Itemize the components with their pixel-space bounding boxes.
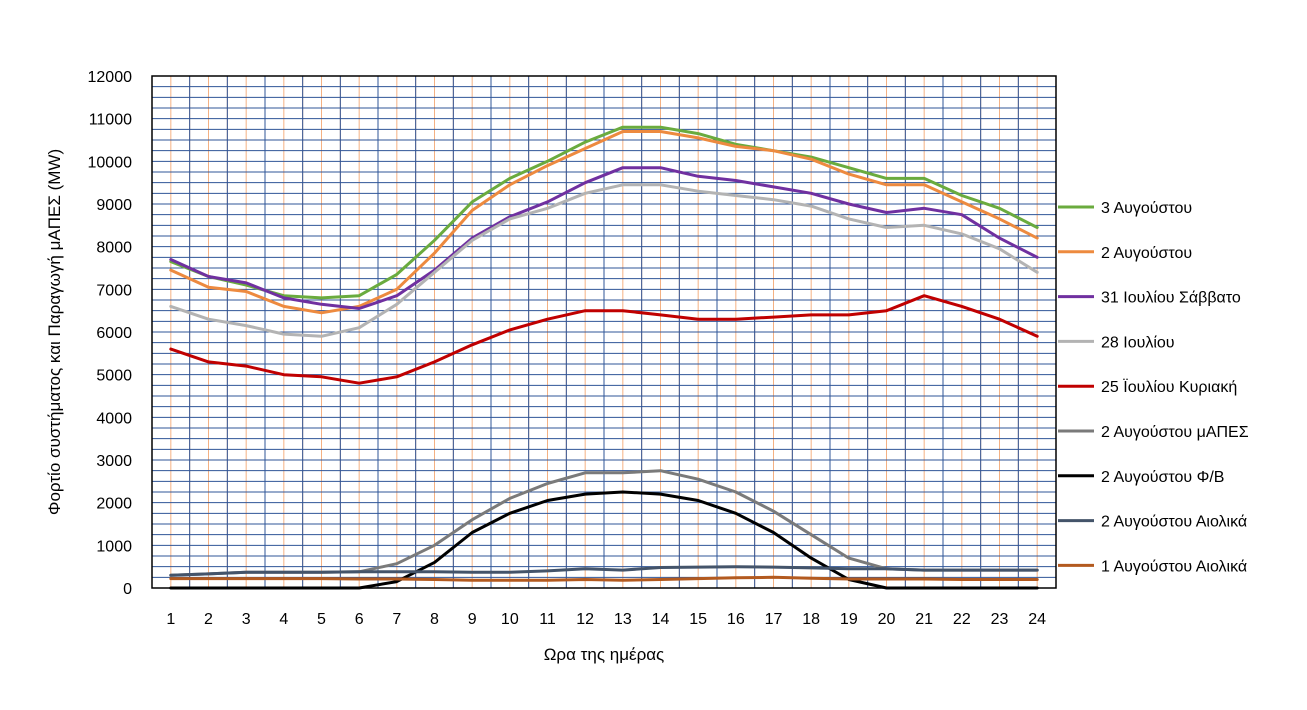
x-tick-label: 10 (501, 611, 519, 628)
plot-border (151, 75, 1057, 589)
y-axis-title: Φορτίο συστήματος και Παραγωγή μΑΠΕΣ (MW… (45, 149, 64, 515)
x-tick-label: 23 (991, 611, 1009, 628)
legend-item: 2 Αυγούστου (1058, 245, 1192, 262)
series-line-3 (169, 166, 1039, 310)
legend-label: 31 Ιουλίου Σάββατο (1101, 290, 1241, 307)
x-tick-label: 19 (840, 611, 858, 628)
grid (152, 76, 1056, 588)
y-tick-label: 3000 (96, 453, 132, 470)
legend-item: 3 Αυγούστου (1058, 200, 1192, 217)
legend-item: 1 Αυγούστου Αιολικά (1058, 558, 1247, 575)
x-tick-label: 8 (430, 611, 439, 628)
legend-label: 1 Αυγούστου Αιολικά (1101, 558, 1247, 575)
x-tick-label: 22 (953, 611, 971, 628)
x-tick-label: 9 (468, 611, 477, 628)
legend-label: 2 Αυγούστου μΑΠΕΣ (1101, 424, 1249, 441)
x-tick-label: 24 (1028, 611, 1046, 628)
x-axis-title: Ωρα της ημέρας (544, 645, 665, 664)
x-tick-label: 18 (802, 611, 820, 628)
x-tick-label: 2 (204, 611, 213, 628)
x-tick-label: 13 (614, 611, 632, 628)
y-tick-label: 7000 (96, 282, 132, 299)
y-tick-label: 0 (123, 581, 132, 598)
legend-item: 28 Ιουλίου (1058, 334, 1175, 351)
y-tick-label: 6000 (96, 325, 132, 342)
series-line-5 (169, 294, 1039, 385)
x-tick-label: 15 (689, 611, 707, 628)
y-tick-label: 12000 (88, 69, 133, 86)
x-tick-label: 14 (652, 611, 670, 628)
legend-label: 2 Αυγούστου (1101, 245, 1192, 262)
legend-label: 28 Ιουλίου (1101, 334, 1175, 351)
x-tick-label: 21 (915, 611, 933, 628)
series-lines (169, 125, 1039, 590)
y-tick-label: 1000 (96, 538, 132, 555)
series-line-2 (169, 130, 1039, 315)
legend-item: 31 Ιουλίου Σάββατο (1058, 290, 1241, 307)
legend: 3 Αυγούστου 2 Αυγούστου 31 Ιουλίου Σάββατο… (1058, 200, 1249, 575)
series-line-4 (169, 183, 1039, 338)
x-tick-label: 3 (242, 611, 251, 628)
x-tick-label: 11 (539, 611, 556, 628)
series-line-7 (169, 490, 1039, 590)
x-tick-label: 7 (392, 611, 401, 628)
x-tick-label: 5 (317, 611, 326, 628)
y-tick-label: 10000 (88, 154, 133, 171)
series-line-1 (169, 125, 1039, 300)
legend-item: 2 Αυγούστου Αιολικά (1058, 514, 1247, 531)
legend-label: 2 Αυγούστου Αιολικά (1101, 514, 1247, 531)
x-tick-label: 12 (576, 611, 594, 628)
legend-label: 25 Ϊουλίου Κυριακή (1101, 378, 1237, 396)
y-tick-label: 2000 (96, 496, 132, 513)
legend-label: 2 Αυγούστου Φ/Β (1101, 469, 1224, 486)
y-tick-label: 8000 (96, 240, 132, 257)
y-tick-label: 5000 (96, 368, 132, 385)
legend-item: 2 Αυγούστου Φ/Β (1058, 469, 1224, 486)
legend-item: 2 Αυγούστου μΑΠΕΣ (1058, 424, 1249, 441)
legend-item: 25 Ϊουλίου Κυριακή (1058, 378, 1237, 396)
series-line-8 (169, 565, 1039, 577)
x-tick-label: 16 (727, 611, 745, 628)
x-tick-label: 4 (279, 611, 288, 628)
x-tick-label: 1 (166, 611, 175, 628)
x-tick-label: 20 (878, 611, 896, 628)
y-tick-label: 11000 (89, 112, 132, 129)
y-tick-label: 4000 (96, 410, 132, 427)
legend-label: 3 Αυγούστου (1101, 200, 1192, 217)
series-line-9 (169, 575, 1039, 582)
y-tick-label: 9000 (96, 197, 132, 214)
x-tick-label: 17 (765, 611, 783, 628)
axes: 0 1000 2000 3000 4000 5000 6000 7000 8000 9000 100… (88, 69, 1057, 628)
x-tick-label: 6 (355, 611, 364, 628)
